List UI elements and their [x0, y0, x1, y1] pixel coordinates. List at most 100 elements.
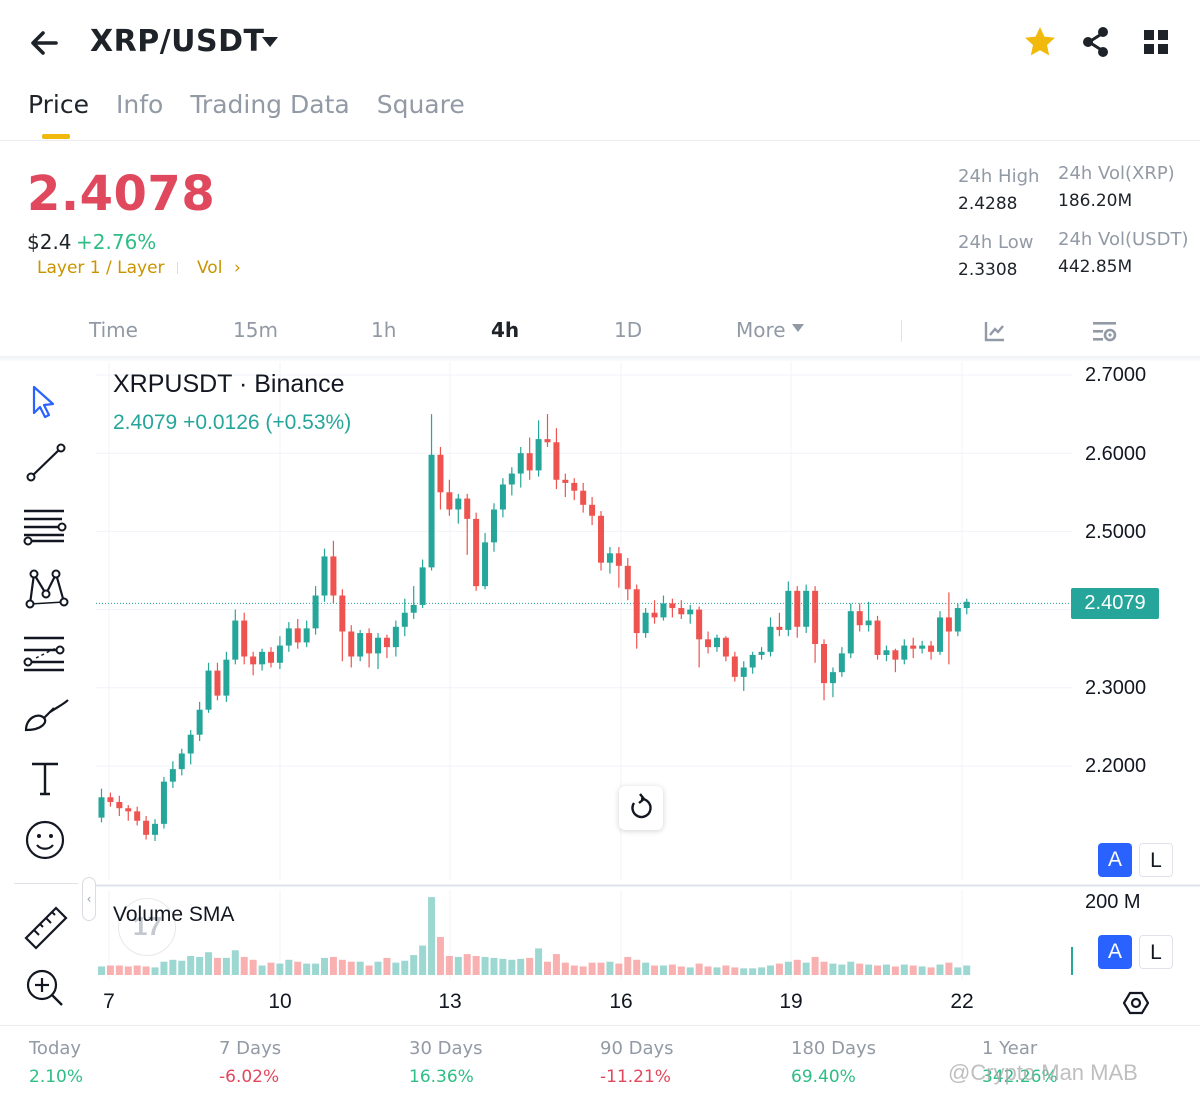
volume-bar — [490, 957, 498, 975]
volume-bar — [874, 965, 882, 975]
candle — [571, 482, 578, 491]
horizontal-lines-icon[interactable] — [20, 503, 70, 549]
auto-scale-button[interactable]: A — [1098, 935, 1132, 969]
tradingview-logo[interactable]: 17 — [118, 898, 176, 956]
candle — [901, 645, 908, 660]
volume-bar — [231, 950, 239, 975]
candle — [865, 620, 872, 626]
volume-bar — [240, 956, 248, 975]
volume-tag[interactable]: Vol — [197, 258, 223, 278]
volume-bar — [285, 959, 293, 975]
log-scale-button[interactable]: L — [1139, 843, 1173, 877]
caret-down-icon[interactable] — [792, 324, 804, 332]
candle — [660, 603, 667, 618]
hexagon-settings-icon[interactable] — [1123, 990, 1149, 1016]
candle — [936, 617, 943, 652]
interval-4h[interactable]: 4h — [491, 318, 520, 342]
volume-bar — [740, 968, 748, 975]
volume-bar — [356, 961, 364, 975]
candle — [383, 637, 390, 648]
emoji-icon[interactable] — [20, 818, 70, 864]
interval-1d[interactable]: 1D — [614, 318, 643, 342]
zoom-in-icon[interactable] — [20, 964, 70, 1010]
perf-label-1y: 1 Year — [982, 1038, 1038, 1059]
candle — [883, 650, 890, 655]
volume-bar — [767, 965, 774, 975]
caret-down-icon[interactable] — [260, 34, 280, 50]
candle — [954, 608, 961, 632]
tab-info[interactable]: Info — [116, 90, 164, 119]
interval-15m[interactable]: 15m — [233, 318, 278, 342]
volume-bar — [900, 964, 908, 975]
volume-bar — [526, 957, 534, 975]
volume-bar — [276, 963, 284, 975]
candle — [116, 801, 123, 809]
log-scale-button[interactable]: L — [1139, 935, 1173, 969]
volume-bar — [891, 966, 899, 975]
volume-bar — [249, 959, 257, 975]
ruler-icon[interactable] — [20, 904, 70, 950]
candle — [134, 811, 141, 821]
toolbar-collapse-handle[interactable]: ‹ — [82, 877, 96, 921]
date-axis-label: 19 — [779, 990, 803, 1013]
volume-bar — [517, 958, 525, 975]
candle — [945, 617, 952, 632]
usd-price: $2.4 — [27, 230, 72, 254]
star-icon[interactable] — [1022, 24, 1058, 60]
volume-bar — [945, 962, 953, 975]
chart-indicator-icon[interactable] — [984, 320, 1006, 342]
candlestick-chart[interactable] — [0, 362, 1200, 1027]
brush-icon[interactable] — [20, 694, 70, 740]
candle — [410, 604, 417, 613]
candle — [919, 645, 926, 649]
price-change-percent: +2.76% — [76, 230, 157, 254]
chart-settings-icon[interactable] — [1092, 319, 1118, 345]
volume-bar — [820, 961, 828, 975]
volume-bar — [606, 961, 614, 975]
candle — [267, 651, 274, 663]
candle — [803, 590, 810, 627]
trend-line-icon[interactable] — [20, 440, 70, 486]
tab-square[interactable]: Square — [376, 90, 465, 119]
pair-title[interactable]: XRP/USDT — [90, 24, 265, 59]
reset-chart-button[interactable] — [619, 786, 663, 830]
interval-more[interactable]: More — [736, 318, 786, 342]
interval-time[interactable]: Time — [89, 318, 138, 342]
candle — [749, 654, 756, 668]
volume-bar — [508, 959, 516, 975]
candle — [740, 667, 747, 677]
volume-bar — [383, 957, 391, 975]
candle — [169, 769, 176, 782]
chevron-right-icon[interactable]: › — [234, 258, 241, 278]
tab-trading-data[interactable]: Trading Data — [190, 90, 350, 119]
category-tag[interactable]: Layer 1 / Layer — [37, 258, 165, 278]
candle — [205, 670, 212, 710]
interval-1h[interactable]: 1h — [371, 318, 397, 342]
auto-scale-button[interactable]: A — [1098, 843, 1132, 877]
candle — [642, 612, 649, 634]
arrow-left-icon[interactable] — [26, 24, 64, 62]
tab-price[interactable]: Price — [28, 90, 89, 140]
cursor-arrow-icon[interactable] — [20, 378, 70, 424]
candle — [713, 637, 720, 648]
perf-value-today: 2.10% — [29, 1067, 84, 1087]
date-axis-label: 7 — [103, 990, 115, 1013]
volume-bar — [196, 956, 204, 975]
text-tool-icon[interactable] — [20, 756, 70, 802]
volume-bar — [624, 956, 632, 975]
volume-bar — [428, 897, 436, 975]
low-value: 2.3308 — [958, 260, 1018, 280]
grid-icon[interactable] — [1140, 26, 1172, 58]
price-axis-label: 2.6000 — [1085, 443, 1147, 465]
share-icon[interactable] — [1078, 24, 1114, 60]
logo-text: 17 — [133, 911, 162, 941]
volume-bar — [98, 966, 105, 975]
vol-base-label: 24h Vol(XRP) — [1058, 163, 1175, 184]
page-tabs: Price Info Trading Data Square — [28, 90, 465, 140]
candle — [473, 518, 480, 587]
fib-icon[interactable] — [20, 630, 70, 676]
volume-bar — [472, 956, 480, 975]
candle — [794, 590, 801, 627]
vol-quote-value: 442.85M — [1058, 257, 1133, 277]
pattern-icon[interactable] — [20, 566, 70, 612]
